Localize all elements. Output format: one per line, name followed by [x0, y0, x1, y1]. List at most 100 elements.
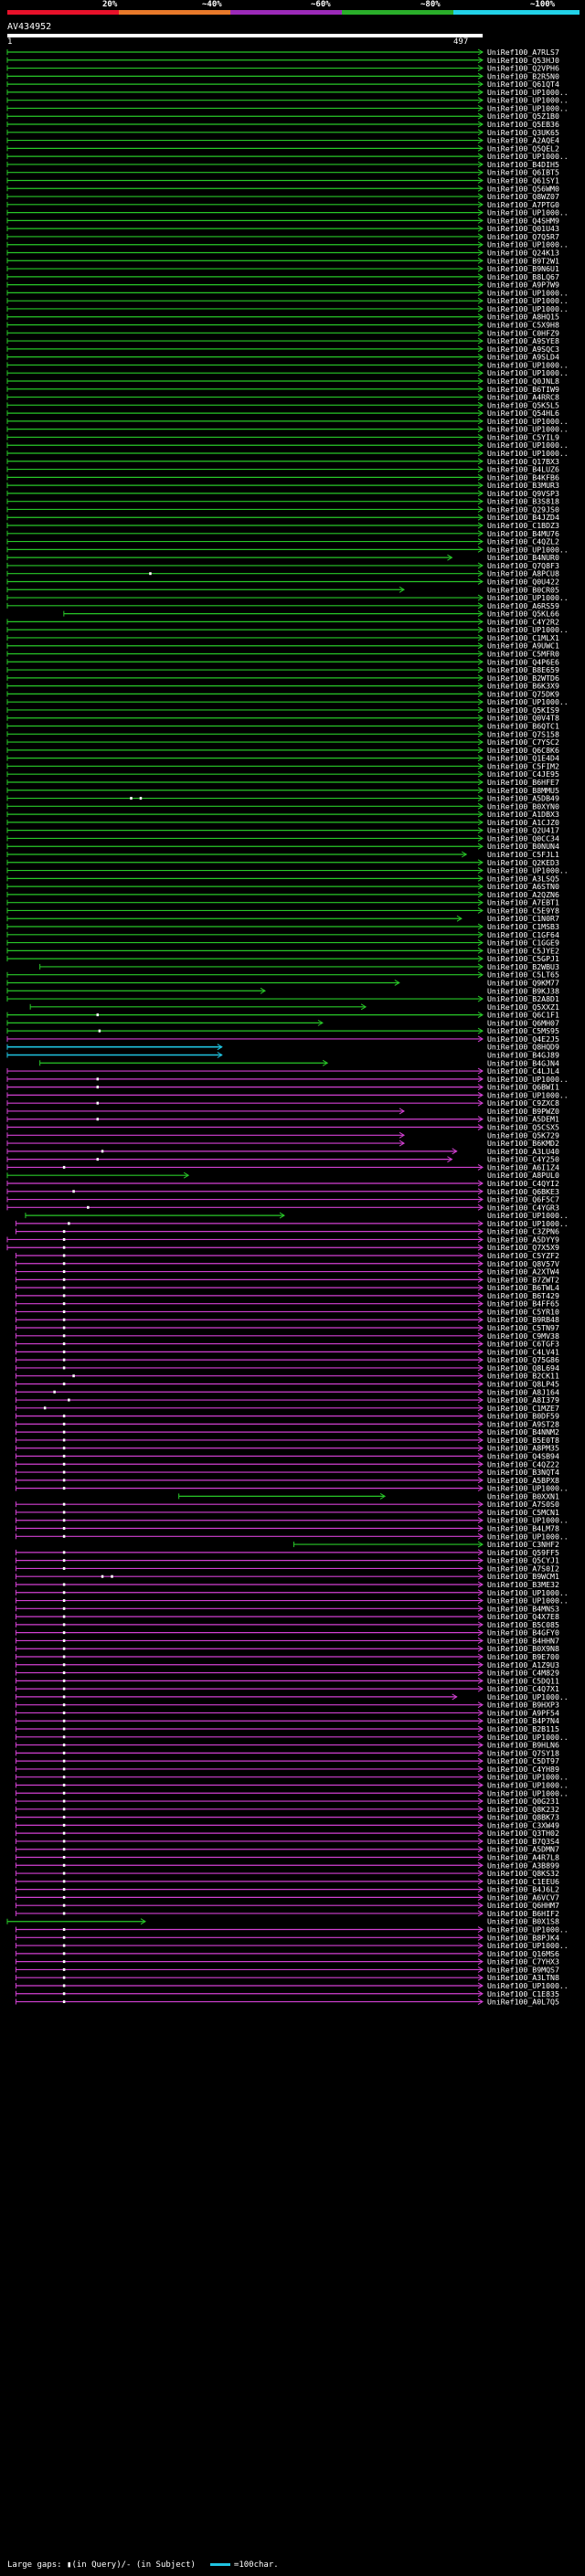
hit-row[interactable]: UniRef100_Q75DK9: [6, 689, 559, 698]
hit-row[interactable]: UniRef100_A5DMN7: [15, 1845, 559, 1854]
hit-row[interactable]: UniRef100_UP1000..: [6, 625, 569, 634]
hit-label[interactable]: UniRef100_Q3TH02: [487, 1829, 559, 1838]
hit-label[interactable]: UniRef100_UP1000..: [487, 1075, 569, 1084]
hit-label[interactable]: UniRef100_Q5EB36: [487, 120, 559, 129]
hit-row[interactable]: UniRef100_A1Z9U3: [15, 1660, 559, 1670]
hit-row[interactable]: UniRef100_UP1000..: [6, 288, 569, 297]
hit-label[interactable]: UniRef100_Q5Z1B0: [487, 111, 559, 121]
hit-row[interactable]: UniRef100_A3LTN8: [15, 1973, 559, 1982]
hit-label[interactable]: UniRef100_B3ME32: [487, 1580, 559, 1589]
hit-row[interactable]: UniRef100_Q2KED3: [6, 858, 559, 867]
hit-row[interactable]: UniRef100_Q8LP45: [15, 1379, 559, 1388]
hit-label[interactable]: UniRef100_Q75G86: [487, 1355, 559, 1364]
hit-row[interactable]: UniRef100_UP1000..: [15, 1516, 569, 1525]
hit-row[interactable]: UniRef100_A3LSQ5: [6, 874, 559, 883]
hit-label[interactable]: UniRef100_A8J164: [487, 1387, 559, 1396]
hit-row[interactable]: UniRef100_B4JZD4: [6, 513, 559, 522]
hit-row[interactable]: UniRef100_B0X9N8: [15, 1644, 559, 1653]
hit-label[interactable]: UniRef100_Q3UK65: [487, 128, 559, 137]
hit-label[interactable]: UniRef100_B6KMD2: [487, 1139, 559, 1148]
hit-label[interactable]: UniRef100_Q7Q5R7: [487, 232, 559, 241]
hit-row[interactable]: UniRef100_B3MUR3: [6, 481, 559, 490]
hit-row[interactable]: UniRef100_Q56WM0: [6, 184, 559, 193]
hit-row[interactable]: UniRef100_A6STN0: [6, 882, 559, 891]
hit-row[interactable]: UniRef100_UP1000..: [15, 1532, 569, 1541]
hit-row[interactable]: UniRef100_A5DB49: [6, 794, 559, 803]
hit-label[interactable]: UniRef100_B4MU76: [487, 529, 559, 538]
hit-label[interactable]: UniRef100_C1GGE9: [487, 938, 559, 948]
hit-row[interactable]: UniRef100_A8J164: [15, 1387, 559, 1396]
hit-row[interactable]: UniRef100_Q9KM77: [6, 978, 559, 987]
hit-row[interactable]: UniRef100_C7YHX3: [15, 1957, 559, 1966]
hit-row[interactable]: UniRef100_A8PM35: [15, 1444, 559, 1453]
hit-label[interactable]: UniRef100_A9P7W9: [487, 281, 559, 290]
hit-label[interactable]: UniRef100_Q7Q8F3: [487, 561, 559, 570]
hit-label[interactable]: UniRef100_UP1000..: [487, 1211, 569, 1220]
hit-row[interactable]: UniRef100_Q8HQD9: [6, 1043, 559, 1052]
hit-label[interactable]: UniRef100_A3B899: [487, 1860, 559, 1870]
hit-row[interactable]: UniRef100_UP1000..: [15, 1788, 569, 1797]
hit-label[interactable]: UniRef100_B8PJK4: [487, 1933, 559, 1942]
hit-row[interactable]: UniRef100_UP1000..: [6, 304, 569, 313]
hit-label[interactable]: UniRef100_B8E659: [487, 665, 559, 674]
hit-row[interactable]: UniRef100_UP1000..: [15, 1484, 569, 1493]
hit-row[interactable]: UniRef100_B8E659: [6, 665, 559, 674]
hit-row[interactable]: UniRef100_B2R5N0: [6, 71, 559, 80]
hit-row[interactable]: UniRef100_Q0U422: [6, 577, 559, 586]
hit-row[interactable]: UniRef100_C4QYI2: [6, 1179, 559, 1188]
hit-label[interactable]: UniRef100_UP1000..: [487, 1925, 569, 1935]
hit-row[interactable]: UniRef100_B4NUR0: [6, 553, 559, 562]
hit-row[interactable]: UniRef100_C5DQ11: [15, 1676, 559, 1685]
hit-label[interactable]: UniRef100_A5BPX8: [487, 1476, 559, 1485]
hit-label[interactable]: UniRef100_UP1000..: [487, 417, 569, 426]
hit-row[interactable]: UniRef100_B4KFB6: [6, 472, 559, 482]
hit-row[interactable]: UniRef100_Q4SHM9: [6, 216, 559, 225]
hit-label[interactable]: UniRef100_A4RRC8: [487, 393, 559, 402]
hit-label[interactable]: UniRef100_A5DMN7: [487, 1845, 559, 1854]
hit-label[interactable]: UniRef100_C5MS95: [487, 1026, 559, 1035]
hit-row[interactable]: UniRef100_Q7Q5R7: [6, 232, 559, 241]
hit-label[interactable]: UniRef100_B6TIW9: [487, 385, 559, 394]
hit-label[interactable]: UniRef100_B4GJN4: [487, 1058, 559, 1067]
hit-row[interactable]: UniRef100_B0CR05: [6, 585, 559, 594]
hit-label[interactable]: UniRef100_B0XXN1: [487, 1491, 559, 1500]
hit-row[interactable]: UniRef100_B4DIH5: [6, 160, 559, 169]
hit-label[interactable]: UniRef100_A3LTN8: [487, 1973, 559, 1982]
hit-label[interactable]: UniRef100_B4HHN7: [487, 1636, 559, 1645]
hit-label[interactable]: UniRef100_UP1000..: [487, 625, 569, 634]
hit-label[interactable]: UniRef100_UP1000..: [487, 425, 569, 434]
hit-row[interactable]: UniRef100_Q5KIS9: [6, 705, 559, 715]
hit-row[interactable]: UniRef100_B0XYN0: [6, 801, 559, 811]
hit-label[interactable]: UniRef100_Q4P6E6: [487, 657, 559, 666]
hit-row[interactable]: UniRef100_B6T429: [15, 1291, 559, 1300]
hit-label[interactable]: UniRef100_Q8K232: [487, 1805, 559, 1814]
hit-label[interactable]: UniRef100_UP1000..: [487, 1596, 569, 1606]
hit-label[interactable]: UniRef100_C4QZL2: [487, 537, 559, 546]
hit-row[interactable]: UniRef100_C9ZXC8: [6, 1098, 559, 1108]
hit-row[interactable]: UniRef100_C6TGF3: [15, 1340, 559, 1349]
hit-row[interactable]: UniRef100_B0DF59: [15, 1412, 559, 1421]
hit-row[interactable]: UniRef100_A3LU40: [6, 1147, 559, 1156]
hit-row[interactable]: UniRef100_C1BDZ3: [6, 521, 559, 530]
hit-row[interactable]: UniRef100_C1MLX1: [6, 633, 559, 642]
hit-label[interactable]: UniRef100_Q61QT4: [487, 80, 559, 89]
hit-row[interactable]: UniRef100_A5BPX8: [15, 1476, 559, 1485]
hit-label[interactable]: UniRef100_A1Z9U3: [487, 1660, 559, 1670]
hit-label[interactable]: UniRef100_B4GFY0: [487, 1628, 559, 1638]
hit-row[interactable]: UniRef100_A2QZN6: [6, 890, 559, 899]
hit-row[interactable]: UniRef100_C5MS95: [6, 1026, 559, 1035]
hit-row[interactable]: UniRef100_B6K3X9: [6, 682, 559, 691]
hit-label[interactable]: UniRef100_Q9VSP3: [487, 489, 559, 498]
hit-row[interactable]: UniRef100_Q0CC34: [6, 833, 559, 843]
hit-row[interactable]: UniRef100_C9MV38: [15, 1331, 559, 1341]
hit-row[interactable]: UniRef100_Q0G231: [15, 1797, 559, 1806]
hit-row[interactable]: UniRef100_C5E9Y8: [6, 906, 559, 915]
hit-label[interactable]: UniRef100_C5FJL1: [487, 850, 559, 859]
hit-row[interactable]: UniRef100_Q6C1F1: [6, 1011, 559, 1020]
hit-row[interactable]: UniRef100_A0L7Q5: [15, 1998, 559, 2007]
hit-label[interactable]: UniRef100_B0X9N8: [487, 1644, 559, 1653]
hit-row[interactable]: UniRef100_C1EEU6: [15, 1877, 559, 1886]
hit-label[interactable]: UniRef100_B4FF65: [487, 1299, 559, 1309]
hit-row[interactable]: UniRef100_B4NNM2: [15, 1427, 559, 1436]
hit-row[interactable]: UniRef100_B7ZWT2: [15, 1275, 559, 1284]
